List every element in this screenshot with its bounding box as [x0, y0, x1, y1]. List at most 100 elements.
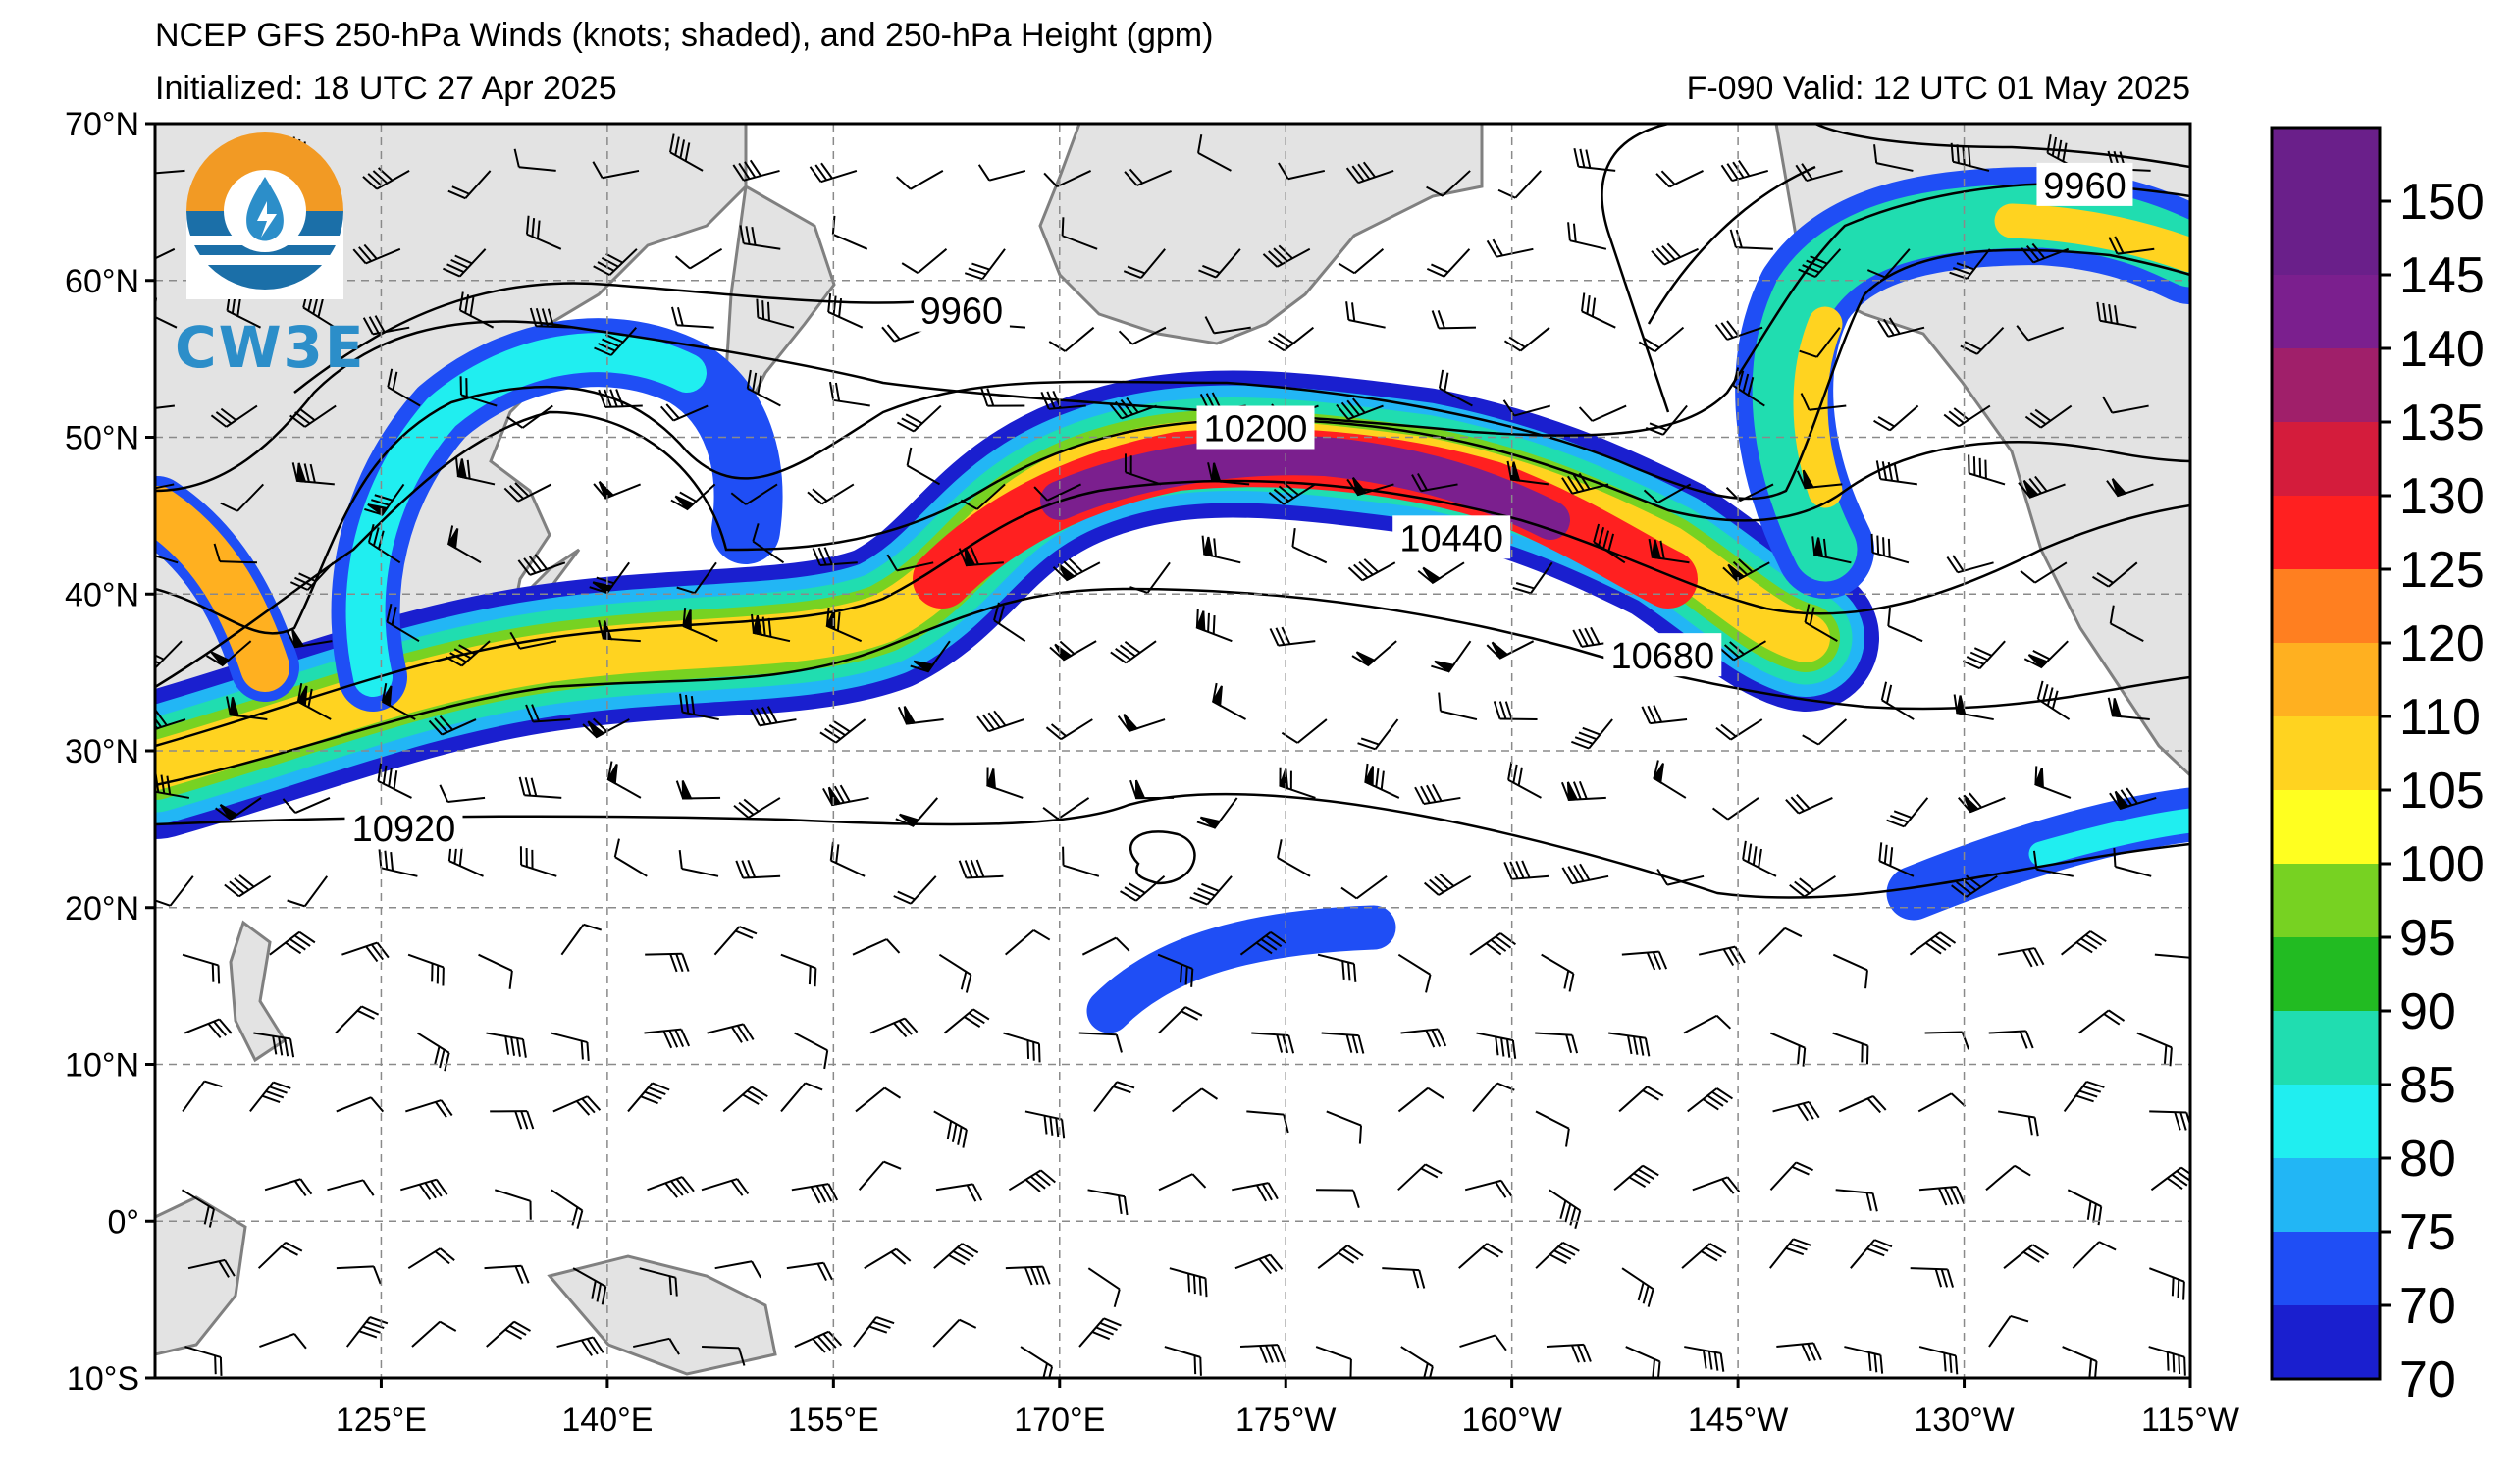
wind-barb: [896, 404, 942, 433]
wind-barb: [1239, 931, 1287, 956]
wind-barb: [1742, 840, 1777, 877]
wind-barb: [1997, 1110, 2039, 1137]
wind-barb: [1832, 1032, 1869, 1065]
lon-tick-label: 115°W: [2141, 1402, 2239, 1439]
wind-barb: [1799, 327, 1841, 358]
colorbar-swatch: [2272, 348, 2380, 422]
wind-barb: [416, 1032, 450, 1072]
wind-barb: [1593, 523, 1626, 564]
wind-barb: [1291, 528, 1328, 564]
wind-barb: [613, 838, 648, 877]
wind-barb: [249, 1081, 291, 1113]
contour-label-bg: [913, 288, 1010, 332]
colorbar-label: 130: [2399, 468, 2485, 525]
wind-barb: [525, 215, 562, 250]
wind-barb: [735, 859, 781, 879]
wind-barb: [1943, 404, 1991, 428]
wind-barb: [486, 1320, 531, 1348]
wind-barb: [1486, 238, 1534, 258]
wind-barb: [459, 376, 498, 407]
wind-barb: [1458, 1243, 1504, 1269]
wind-barb: [478, 953, 513, 989]
wind-barb: [670, 483, 716, 511]
wind-barb: [1653, 760, 1687, 799]
wind-barb: [2109, 605, 2144, 643]
wind-barb: [1195, 609, 1233, 643]
colorbar-swatch: [2272, 496, 2380, 569]
wind-barb: [1345, 161, 1394, 185]
wind-barb: [215, 797, 262, 821]
wind-barb: [746, 369, 781, 407]
wind-barb: [517, 554, 566, 576]
wind-barb: [1338, 248, 1385, 275]
wind-barb: [551, 1032, 590, 1062]
wind-barb: [855, 1086, 902, 1113]
colorbar-label: 135: [2399, 395, 2485, 451]
wind-barb: [2062, 1346, 2098, 1378]
colorbar-swatch: [2272, 864, 2380, 937]
jet-shading: [155, 167, 2190, 1033]
wind-barb: [1988, 1315, 2029, 1348]
colorbar-swatch: [2272, 128, 2380, 201]
wind-barb: [1769, 1032, 1807, 1067]
wind-barb: [428, 715, 477, 736]
wind-barb: [1234, 1253, 1284, 1275]
wind-barb: [1397, 1163, 1443, 1192]
colorbar-label: 120: [2399, 615, 2485, 672]
wind-barb: [1866, 248, 1911, 279]
wind-barb: [791, 1183, 839, 1204]
wind-barb: [674, 247, 723, 270]
wind-barb: [1683, 1014, 1732, 1034]
wind-barb: [1397, 1086, 1444, 1113]
contour-label-bg: [2036, 162, 2133, 206]
wind-barb: [1346, 477, 1394, 497]
wind-barb: [869, 1017, 919, 1038]
wind-barb: [1164, 1346, 1202, 1376]
wind-barb: [1655, 170, 1704, 188]
wind-barb: [1204, 316, 1251, 335]
wind-barb: [1129, 779, 1175, 800]
colorbar-swatch: [2272, 643, 2380, 716]
wind-barb: [2072, 1241, 2117, 1269]
wind-barb: [181, 1189, 215, 1228]
wind-barb: [980, 388, 1025, 407]
wind-barb: [1878, 842, 1915, 877]
wind-barb: [1561, 863, 1609, 885]
lat-tick-label: 10°S: [67, 1360, 139, 1398]
wind-barb: [282, 797, 331, 814]
wind-barb: [291, 462, 335, 486]
wind-barb: [364, 483, 405, 516]
colorbar-label: 110: [2399, 689, 2481, 746]
wind-barb: [486, 1032, 527, 1058]
wind-barb: [1326, 1110, 1363, 1144]
wind-barb: [1729, 229, 1773, 250]
wind-barb: [639, 1267, 678, 1297]
wind-barb: [627, 1082, 670, 1113]
wind-barb: [1315, 1346, 1352, 1378]
wind-barb: [386, 603, 420, 643]
wind-barb: [896, 170, 944, 190]
colorbar-swatch: [2272, 937, 2380, 1011]
wind-barb: [1772, 1100, 1820, 1122]
lon-tick-label: 145°W: [1688, 1402, 1788, 1439]
wind-barb: [812, 547, 858, 567]
wind-barb: [1109, 397, 1157, 420]
subtropical-jet: [1086, 905, 1396, 1033]
wind-barb: [2091, 561, 2138, 588]
wind-barb: [1798, 248, 1842, 278]
axis-labels: 70°N 60°N 50°N 40°N 30°N 20°N 10°N 0° 10°S 125°E 1…: [65, 106, 2239, 1439]
wind-barb: [1426, 248, 1471, 278]
wind-barb: [582, 717, 630, 739]
colorbar-label: 90: [2399, 983, 2456, 1040]
contour-label: 9960: [920, 291, 1004, 333]
wind-barb: [2108, 236, 2155, 255]
wind-barb: [1578, 404, 1627, 422]
wind-barb: [253, 1032, 295, 1058]
wind-barb: [1169, 1267, 1208, 1298]
wind-barb: [752, 523, 785, 564]
wind-barb: [897, 706, 944, 725]
wind-barb: [1917, 1092, 1967, 1113]
wind-barb: [794, 1032, 829, 1070]
lon-tick-label: 175°W: [1235, 1402, 1336, 1439]
wind-barb: [676, 561, 717, 595]
